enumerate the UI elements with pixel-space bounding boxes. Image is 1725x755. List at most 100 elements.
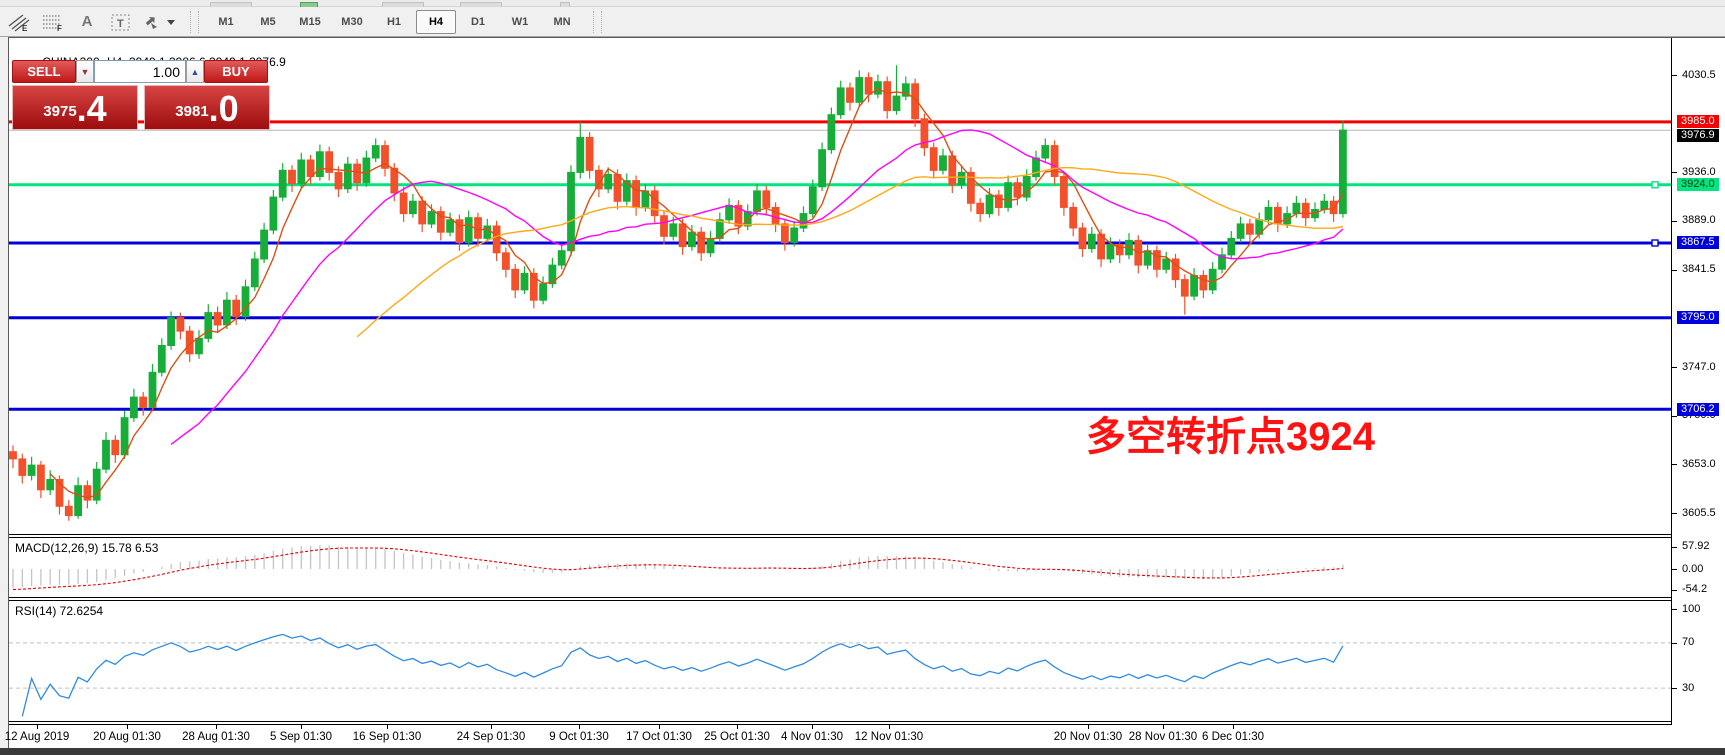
pane-divider-2[interactable]	[9, 597, 1725, 601]
svg-text:F: F	[57, 24, 62, 32]
text-label-icon[interactable]: T	[106, 10, 136, 34]
time-tick-label: 17 Oct 01:30	[626, 731, 692, 743]
volume-decrease-button[interactable]: ▼	[76, 60, 94, 83]
time-tick	[579, 725, 580, 729]
time-tick	[1088, 725, 1089, 729]
macd-tick-label: -54.2	[1682, 583, 1708, 595]
price-tick	[1672, 172, 1677, 173]
volume-input[interactable]	[94, 60, 186, 83]
price-tick-label: 4030.5	[1682, 69, 1716, 81]
toolbar-separator	[190, 10, 199, 33]
timeframe-w1[interactable]: W1	[511, 15, 529, 28]
time-tick	[812, 725, 813, 729]
timeframe-d1[interactable]: D1	[470, 15, 486, 28]
time-tick	[1163, 725, 1164, 729]
time-tick-label: 24 Sep 01:30	[456, 731, 526, 743]
time-tick	[491, 725, 492, 729]
time-tick	[37, 725, 38, 729]
price-tick	[1672, 270, 1677, 271]
time-tick-label: 6 Dec 01:30	[1201, 731, 1265, 743]
sell-button[interactable]: SELL	[12, 60, 76, 83]
window-top-edge	[0, 0, 1725, 7]
time-tick-label: 25 Oct 01:30	[704, 731, 770, 743]
time-tick-label: 20 Nov 01:30	[1053, 731, 1123, 743]
rsi-tick-label: 70	[1682, 636, 1695, 648]
hline-price-label: 3867.5	[1677, 236, 1719, 249]
time-tick-label: 12 Nov 01:30	[854, 731, 924, 743]
rsi-tick	[1672, 688, 1677, 689]
annotation-text: 多空转折点3924	[1086, 415, 1376, 459]
sell-price-box[interactable]: 3975.4	[12, 85, 138, 130]
price-tick-label: 3747.0	[1682, 361, 1716, 373]
arrows-tool-icon[interactable]	[140, 10, 180, 34]
price-tick-label: 3841.5	[1682, 263, 1716, 275]
time-tick-label: 5 Sep 01:30	[269, 731, 333, 743]
rsi-tick	[1672, 609, 1677, 610]
time-tick	[1233, 725, 1234, 729]
toolbar-separator-2	[593, 10, 602, 33]
timeframe-h4[interactable]: H4	[416, 9, 456, 34]
hline-handle[interactable]	[1651, 181, 1659, 189]
hline-handle[interactable]	[1651, 239, 1659, 247]
price-axis[interactable]: 4030.53936.03889.03841.53747.03700.03653…	[1671, 38, 1725, 725]
rsi-tick-label: 30	[1682, 682, 1695, 694]
volume-increase-button[interactable]: ▲	[186, 60, 204, 83]
buy-button[interactable]: BUY	[204, 60, 268, 83]
macd-tick	[1672, 547, 1677, 548]
price-tick-label: 3936.0	[1682, 166, 1716, 178]
time-tick	[387, 725, 388, 729]
time-tick-label: 4 Nov 01:30	[780, 731, 844, 743]
pane-divider-3[interactable]	[9, 721, 1725, 725]
timeframe-m30[interactable]: M30	[341, 15, 363, 28]
fibonacci-icon[interactable]: F	[38, 10, 68, 34]
pane-divider-1[interactable]	[9, 534, 1725, 538]
current-price-label: 3976.9	[1677, 129, 1719, 142]
time-tick	[737, 725, 738, 729]
price-tick-label: 3889.0	[1682, 214, 1716, 226]
time-tick-label: 16 Sep 01:30	[352, 731, 422, 743]
rsi-pane[interactable]	[9, 601, 1671, 721]
svg-text:T: T	[117, 18, 124, 30]
time-tick-label: 12 Aug 2019	[4, 731, 70, 743]
sell-price-int: 3975	[43, 103, 77, 120]
time-tick-label: 28 Aug 01:30	[182, 731, 250, 743]
svg-text:E: E	[22, 24, 28, 32]
time-tick	[659, 725, 660, 729]
timeframe-m5[interactable]: M5	[260, 15, 276, 28]
time-tick-label: 9 Oct 01:30	[549, 731, 609, 743]
text-tool-icon[interactable]: A	[81, 13, 93, 30]
timeframe-h1[interactable]: H1	[386, 15, 402, 28]
time-tick	[216, 725, 217, 729]
price-tick-label: 3605.5	[1682, 507, 1716, 519]
time-tick-label: 20 Aug 01:30	[93, 731, 161, 743]
time-axis[interactable]: 12 Aug 2019 20 Aug 01:30 28 Aug 01:30 5 Sep…	[5, 725, 1725, 749]
chart-window: 多空转折点3924 ▲CHINA300-,H4 3949.1 3986.6 39…	[5, 37, 1725, 749]
time-tick	[127, 725, 128, 729]
macd-tick-label: 0.00	[1682, 563, 1704, 575]
buy-price-box[interactable]: 3981.0	[144, 85, 270, 130]
bottom-edge-strip	[0, 748, 1725, 755]
one-click-trading-panel: SELL ▼ ▲ BUY 3975.4 3981.0	[12, 60, 274, 130]
macd-pane[interactable]	[9, 538, 1671, 597]
hline-price-label: 3924.0	[1677, 178, 1719, 191]
rsi-label: RSI(14) 72.6254	[15, 604, 104, 618]
timeframe-m15[interactable]: M15	[299, 15, 321, 28]
macd-tick	[1672, 569, 1677, 570]
price-tick-label: 3653.0	[1682, 458, 1716, 470]
time-tick	[889, 725, 890, 729]
price-tick	[1672, 416, 1677, 417]
macd-tick-label: 57.92	[1682, 540, 1710, 552]
sell-price-frac: .4	[76, 88, 107, 129]
timeframe-mn[interactable]: MN	[553, 15, 571, 28]
price-tick	[1672, 464, 1677, 465]
hline-price-label: 3795.0	[1677, 311, 1719, 324]
equidistant-channel-icon[interactable]: E	[4, 10, 34, 34]
hline-price-label: 3706.2	[1677, 403, 1719, 416]
price-tick	[1672, 75, 1677, 76]
price-tick	[1672, 367, 1677, 368]
timeframe-m1[interactable]: M1	[218, 15, 234, 28]
price-tick	[1672, 513, 1677, 514]
rsi-tick-label: 100	[1682, 603, 1701, 615]
time-tick	[301, 725, 302, 729]
main-chart-pane[interactable]: 多空转折点3924	[9, 38, 1671, 534]
